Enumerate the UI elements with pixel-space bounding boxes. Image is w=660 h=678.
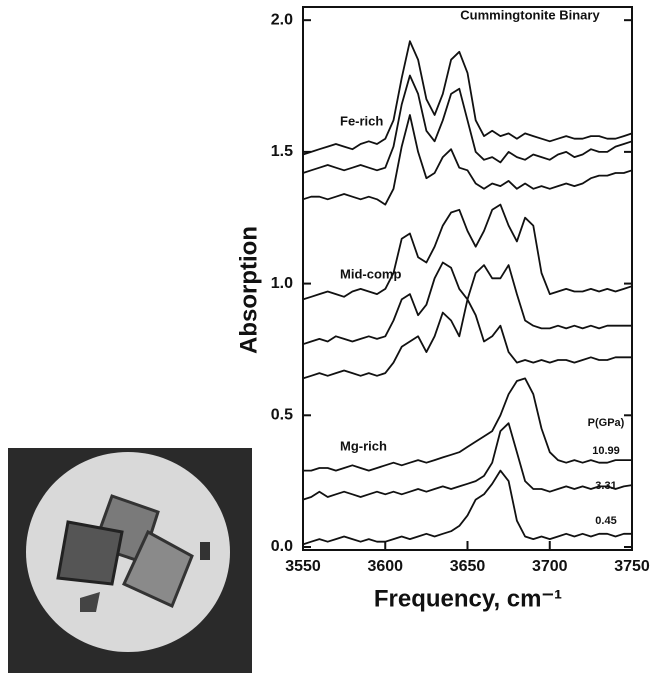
y-tick-label: 1.5 — [271, 143, 293, 160]
crystal — [56, 520, 124, 586]
y-axis-label: Absorption — [235, 226, 262, 354]
gasket-edge — [200, 542, 210, 560]
sample-photo — [8, 448, 252, 673]
spectrum-line — [302, 114, 633, 206]
x-tick-label: 3650 — [450, 558, 486, 575]
annotation: 0.45 — [595, 515, 616, 527]
spectrum-line — [303, 377, 632, 472]
y-tick-label: 0.0 — [271, 538, 293, 555]
crystal — [122, 529, 194, 609]
crystal — [80, 592, 100, 612]
chart-title: Cummingtonite Binary — [460, 7, 600, 22]
spectrum-line — [302, 469, 632, 546]
x-tick-label: 3600 — [367, 558, 403, 575]
spectrum-line — [302, 40, 633, 156]
annotation: P(GPa) — [588, 417, 625, 429]
spectrum-line — [302, 74, 633, 174]
y-tick-label: 0.5 — [271, 407, 293, 424]
y-tick-label: 2.0 — [271, 11, 293, 28]
x-tick-label: 3700 — [532, 558, 568, 575]
x-axis-label: Frequency, cm⁻¹ — [374, 585, 562, 612]
annotation: Fe-rich — [340, 113, 383, 128]
annotation: Mid-comp — [340, 266, 401, 281]
x-tick-label: 3550 — [285, 558, 321, 575]
y-tick-label: 1.0 — [271, 275, 293, 292]
spectrum-line — [302, 422, 633, 501]
spectrum-line — [302, 298, 632, 380]
x-tick-label: 3750 — [614, 558, 650, 575]
annotation: Mg-rich — [340, 438, 387, 453]
annotation: 3.31 — [595, 480, 616, 492]
spectrum-line — [302, 203, 633, 301]
annotation: 10.99 — [592, 445, 620, 457]
